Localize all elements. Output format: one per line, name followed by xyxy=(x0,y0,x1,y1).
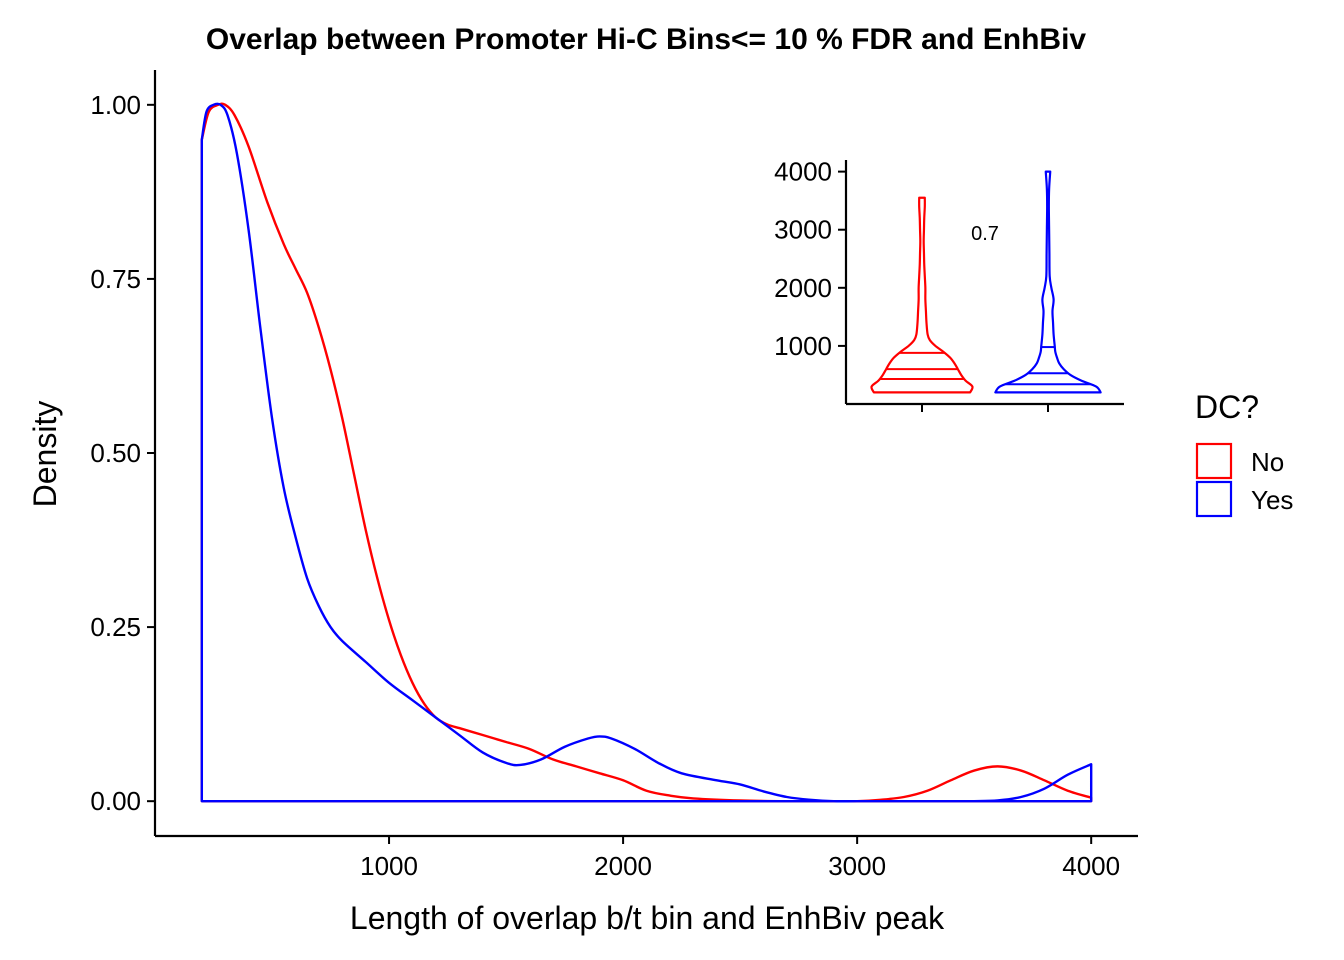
density-curve-yes xyxy=(200,102,1093,803)
y-tick-label: 0.75 xyxy=(90,264,141,294)
legend-key-yes xyxy=(1195,480,1233,518)
violin-yes xyxy=(994,170,1102,394)
inset-violin-plot: 1000 2000 3000 4000 0.7 xyxy=(774,157,1124,412)
inset-y-tick-label: 2000 xyxy=(774,273,832,303)
inset-y-tick-label: 4000 xyxy=(774,157,832,187)
x-axis-title: Length of overlap b/t bin and EnhBiv pea… xyxy=(350,900,945,936)
main-axes: 1000 2000 3000 4000 0.00 0.25 0.50 0.75 1.00 xyxy=(90,70,1138,881)
inset-p-value-annotation: 0.7 xyxy=(971,223,999,245)
density-curve-no xyxy=(200,102,1093,803)
y-tick-label: 1.00 xyxy=(90,90,141,120)
inset-y-tick-label: 3000 xyxy=(774,215,832,245)
legend: DC? No Yes xyxy=(1195,389,1293,518)
x-tick-label: 2000 xyxy=(594,851,652,881)
x-tick-label: 3000 xyxy=(828,851,886,881)
x-tick-label: 1000 xyxy=(360,851,418,881)
inset-y-tick-label: 1000 xyxy=(774,331,832,361)
legend-label-no: No xyxy=(1251,447,1284,477)
violin-no xyxy=(870,196,974,394)
chart-title: Overlap between Promoter Hi-C Bins<= 10 … xyxy=(206,23,1087,56)
y-tick-label: 0.25 xyxy=(90,612,141,642)
main-series-layer xyxy=(200,102,1093,803)
legend-title: DC? xyxy=(1195,389,1259,425)
y-tick-label: 0.00 xyxy=(90,786,141,816)
legend-label-yes: Yes xyxy=(1251,485,1293,515)
y-axis-title: Density xyxy=(27,401,63,508)
y-tick-label: 0.50 xyxy=(90,438,141,468)
x-tick-label: 4000 xyxy=(1062,851,1120,881)
legend-key-no xyxy=(1195,442,1233,480)
